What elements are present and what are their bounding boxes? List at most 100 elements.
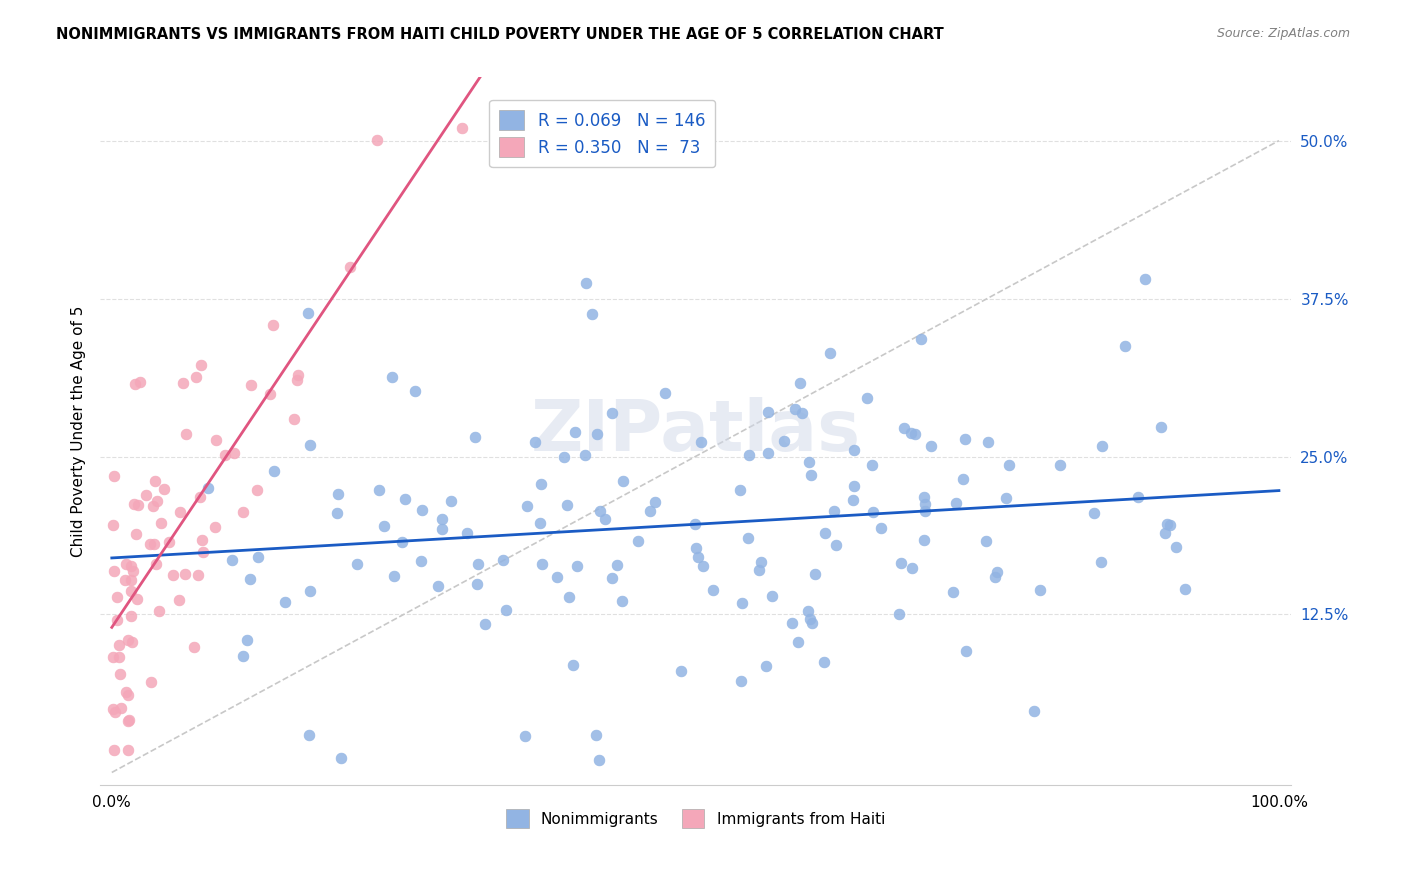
Nonimmigrants: [589, 503, 612, 517]
Nonimmigrants: [299, 437, 322, 451]
Immigrants from Haiti: [142, 537, 165, 551]
Nonimmigrants: [456, 526, 478, 541]
Nonimmigrants: [474, 616, 496, 631]
Nonimmigrants: [797, 604, 820, 618]
Nonimmigrants: [977, 434, 1000, 449]
Immigrants from Haiti: [125, 527, 148, 541]
Nonimmigrants: [236, 633, 259, 648]
Immigrants from Haiti: [135, 488, 157, 502]
Nonimmigrants: [558, 591, 581, 605]
Nonimmigrants: [910, 332, 932, 346]
Nonimmigrants: [427, 579, 450, 593]
Nonimmigrants: [326, 486, 349, 500]
Nonimmigrants: [800, 467, 823, 482]
Nonimmigrants: [1156, 516, 1178, 531]
Nonimmigrants: [367, 483, 389, 498]
Immigrants from Haiti: [108, 650, 131, 665]
Nonimmigrants: [685, 541, 707, 556]
Nonimmigrants: [842, 479, 865, 493]
Nonimmigrants: [813, 655, 835, 669]
Nonimmigrants: [232, 649, 254, 664]
Immigrants from Haiti: [246, 483, 269, 497]
Immigrants from Haiti: [191, 545, 214, 559]
Nonimmigrants: [430, 512, 453, 526]
Immigrants from Haiti: [103, 469, 125, 483]
Nonimmigrants: [606, 558, 628, 572]
Nonimmigrants: [994, 491, 1017, 505]
Immigrants from Haiti: [120, 573, 142, 587]
Nonimmigrants: [842, 493, 865, 508]
Nonimmigrants: [756, 404, 779, 418]
Nonimmigrants: [799, 612, 821, 626]
Nonimmigrants: [1029, 583, 1052, 598]
Immigrants from Haiti: [114, 558, 136, 572]
Nonimmigrants: [823, 503, 845, 517]
Nonimmigrants: [373, 519, 395, 533]
Nonimmigrants: [986, 566, 1008, 580]
Immigrants from Haiti: [232, 505, 254, 519]
Immigrants from Haiti: [101, 517, 124, 532]
Nonimmigrants: [602, 571, 624, 585]
Nonimmigrants: [391, 535, 413, 549]
Nonimmigrants: [581, 307, 603, 321]
Nonimmigrants: [381, 370, 404, 384]
Nonimmigrants: [221, 553, 243, 567]
Nonimmigrants: [492, 553, 515, 567]
Immigrants from Haiti: [174, 426, 197, 441]
Nonimmigrants: [553, 450, 575, 465]
Nonimmigrants: [984, 570, 1007, 584]
Nonimmigrants: [974, 534, 997, 549]
Nonimmigrants: [1154, 526, 1177, 541]
Nonimmigrants: [516, 500, 538, 514]
Immigrants from Haiti: [117, 714, 139, 728]
Nonimmigrants: [404, 384, 426, 399]
Nonimmigrants: [330, 751, 353, 765]
Immigrants from Haiti: [120, 608, 142, 623]
Nonimmigrants: [411, 554, 433, 568]
Nonimmigrants: [557, 498, 579, 512]
Nonimmigrants: [298, 583, 321, 598]
Nonimmigrants: [689, 435, 711, 450]
Nonimmigrants: [737, 448, 759, 462]
Immigrants from Haiti: [124, 377, 146, 392]
Immigrants from Haiti: [117, 632, 139, 647]
Nonimmigrants: [862, 505, 884, 519]
Nonimmigrants: [900, 426, 922, 441]
Nonimmigrants: [610, 593, 633, 607]
Immigrants from Haiti: [173, 566, 195, 581]
Text: NONIMMIGRANTS VS IMMIGRANTS FROM HAITI CHILD POVERTY UNDER THE AGE OF 5 CORRELAT: NONIMMIGRANTS VS IMMIGRANTS FROM HAITI C…: [56, 27, 943, 42]
Immigrants from Haiti: [187, 568, 209, 582]
Nonimmigrants: [920, 439, 942, 453]
Immigrants from Haiti: [121, 634, 143, 648]
Nonimmigrants: [870, 521, 893, 535]
Nonimmigrants: [914, 504, 936, 518]
Immigrants from Haiti: [366, 133, 388, 147]
Nonimmigrants: [495, 603, 517, 617]
Immigrants from Haiti: [190, 358, 212, 372]
Nonimmigrants: [602, 406, 624, 420]
Immigrants from Haiti: [285, 373, 308, 387]
Nonimmigrants: [787, 634, 810, 648]
Nonimmigrants: [382, 568, 405, 582]
Nonimmigrants: [789, 376, 811, 391]
Immigrants from Haiti: [145, 494, 167, 508]
Text: Source: ZipAtlas.com: Source: ZipAtlas.com: [1216, 27, 1350, 40]
Nonimmigrants: [246, 550, 269, 565]
Nonimmigrants: [783, 402, 806, 417]
Immigrants from Haiti: [139, 537, 162, 551]
Nonimmigrants: [524, 434, 547, 449]
Nonimmigrants: [575, 276, 598, 290]
Nonimmigrants: [686, 549, 709, 564]
Nonimmigrants: [439, 494, 461, 508]
Immigrants from Haiti: [162, 568, 184, 582]
Nonimmigrants: [730, 674, 752, 689]
Immigrants from Haiti: [186, 370, 208, 384]
Nonimmigrants: [737, 532, 759, 546]
Nonimmigrants: [612, 475, 634, 489]
Nonimmigrants: [274, 595, 297, 609]
Immigrants from Haiti: [104, 705, 127, 719]
Nonimmigrants: [638, 504, 661, 518]
Nonimmigrants: [912, 490, 935, 504]
Immigrants from Haiti: [122, 498, 145, 512]
Nonimmigrants: [564, 425, 586, 439]
